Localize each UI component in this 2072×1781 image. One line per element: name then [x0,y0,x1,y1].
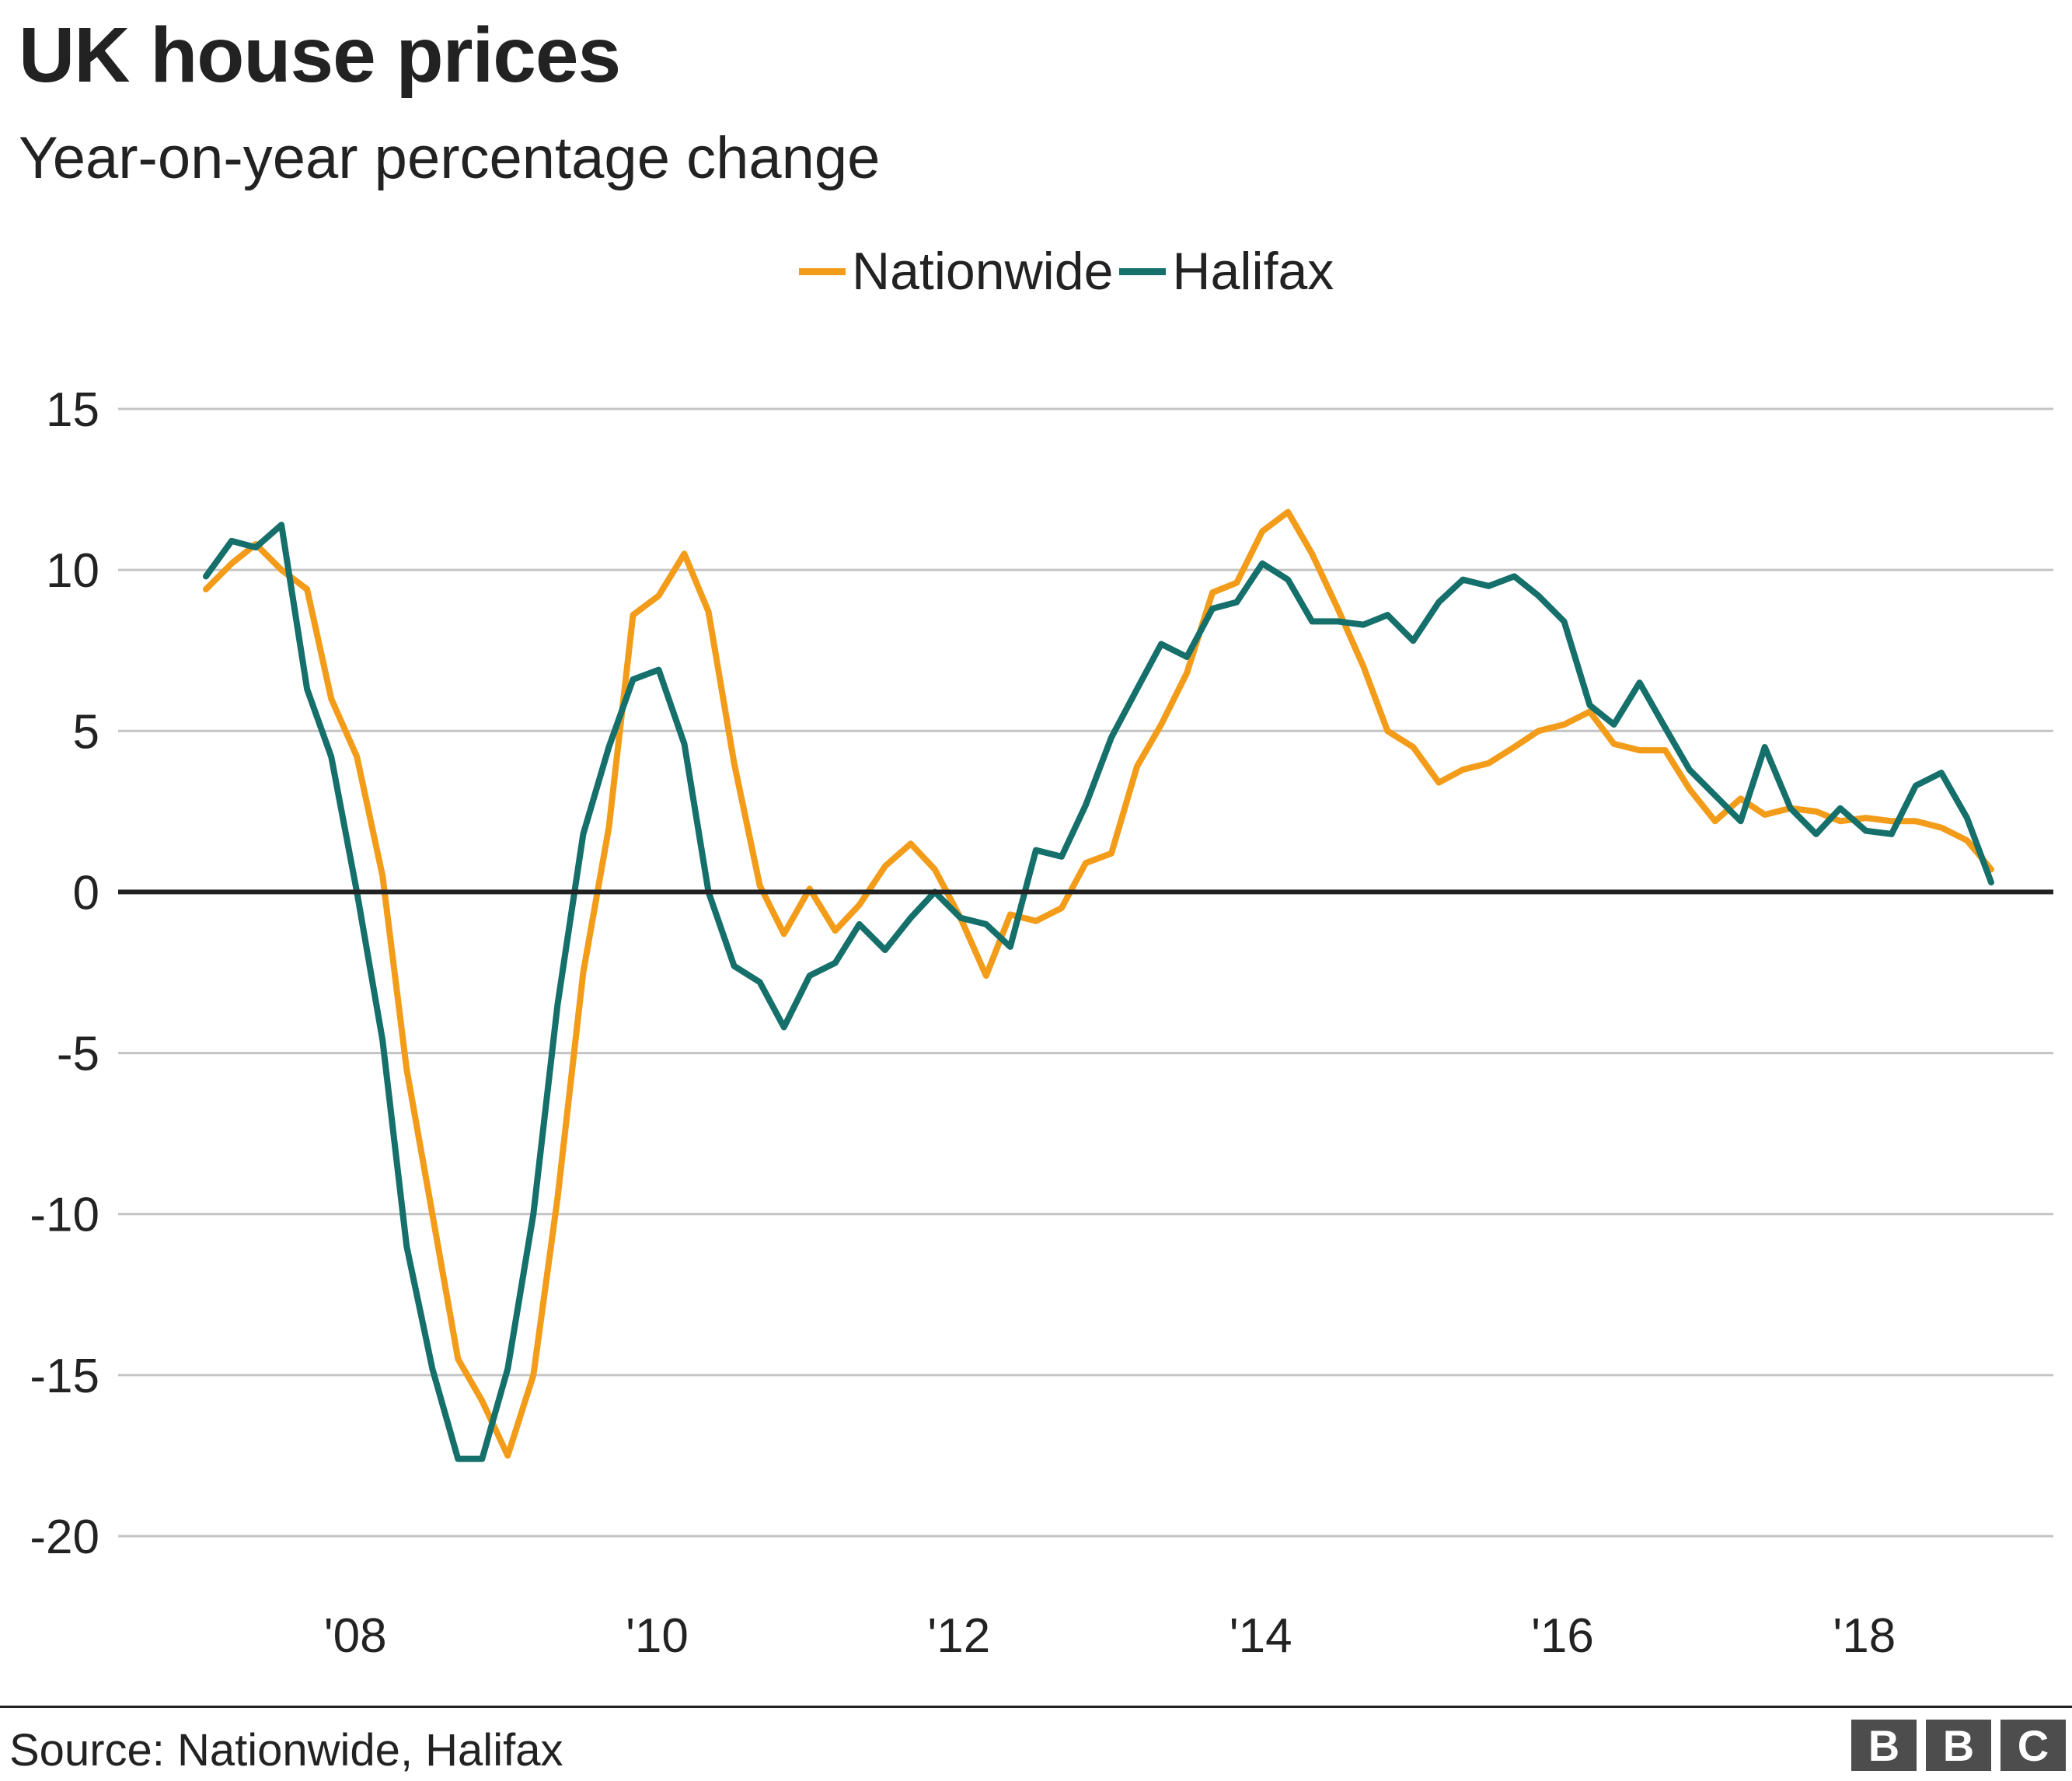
bbc-logo-letter: C [2000,1720,2066,1771]
x-axis: '08 '10 '12 '14 '16 '18 [324,1609,1896,1663]
x-tick-label: '12 [927,1609,990,1663]
footer-divider [0,1706,2072,1708]
chart-legend: Nationwide Halifax [799,241,1334,302]
legend-label-nationwide: Nationwide [852,242,1114,301]
y-tick-label: -15 [30,1350,99,1403]
x-tick-label: '08 [324,1609,387,1663]
chart-subtitle: Year-on-year percentage change [19,125,881,191]
chart-title: UK house prices [19,12,621,99]
legend-swatch-halifax [1119,267,1167,275]
x-tick-label: '18 [1833,1609,1896,1663]
x-tick-label: '16 [1531,1609,1594,1663]
y-axis: 15 10 5 0 -5 -10 -15 -20 [30,383,99,1564]
y-tick-label: 15 [46,383,99,437]
y-tick-label: 10 [46,544,99,598]
x-tick-label: '10 [626,1609,689,1663]
source-note: Source: Nationwide, Halifax [9,1725,563,1776]
legend-item-nationwide: Nationwide [799,241,1113,302]
gridlines [118,407,2053,1538]
legend-item-halifax: Halifax [1119,241,1334,302]
y-tick-label: 0 [73,866,99,920]
series-line-nationwide [203,508,1994,1459]
bbc-logo-letter: B [1851,1720,1917,1771]
bbc-logo-letter: B [1926,1720,1991,1771]
y-tick-label: -20 [30,1510,99,1564]
legend-label-halifax: Halifax [1172,242,1334,301]
series-line-halifax [203,522,1994,1462]
y-tick-label: -5 [57,1028,99,1081]
bbc-logo: B B C [1851,1720,2066,1771]
line-chart: 15 10 5 0 -5 -10 -15 -20 '08 '10 '12 '14 '16 '18 [30,383,2053,1663]
y-tick-label: -10 [30,1189,99,1242]
series-lines [118,508,2053,1462]
y-tick-label: 5 [73,705,99,759]
legend-swatch-nationwide [799,267,846,275]
x-tick-label: '14 [1230,1609,1292,1663]
